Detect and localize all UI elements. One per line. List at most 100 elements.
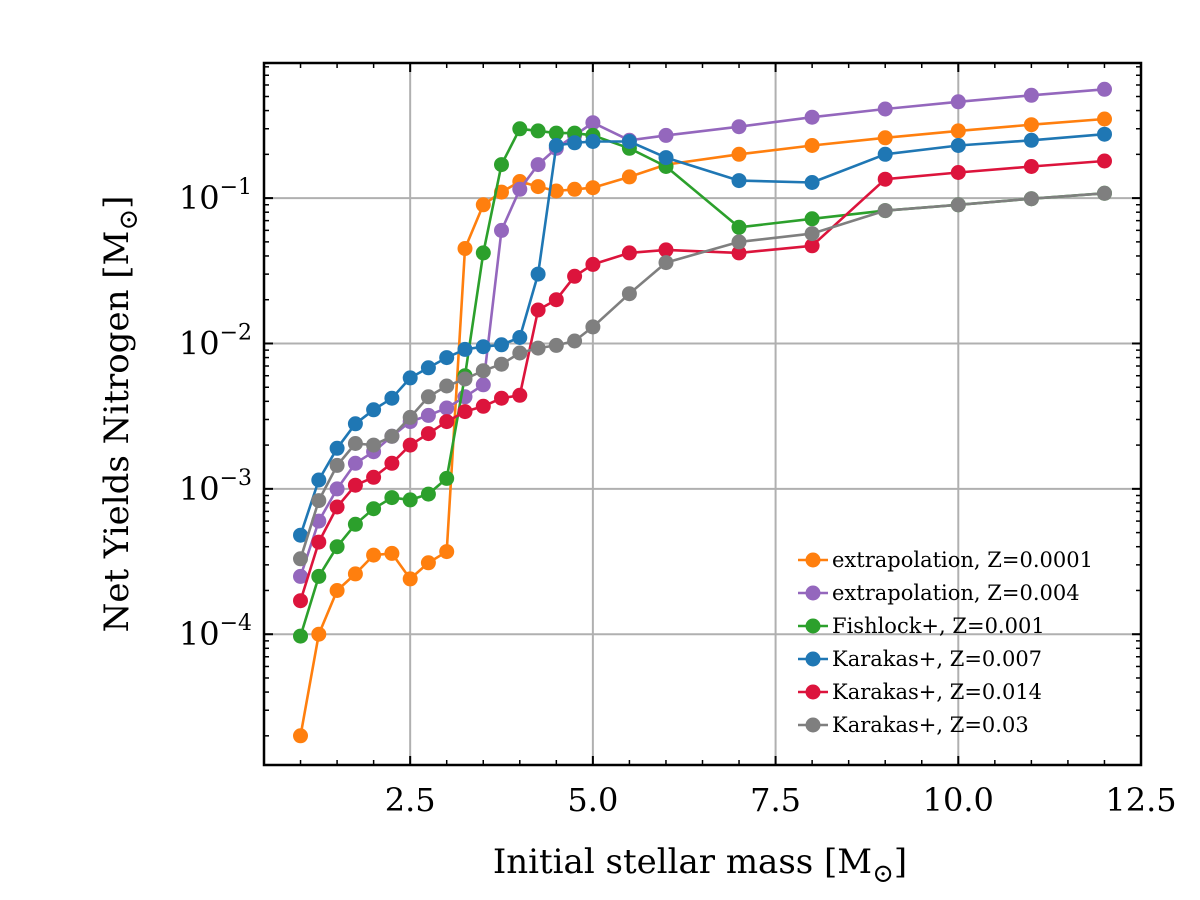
series-4-point-11 [494, 390, 509, 406]
series-5-point-21 [877, 203, 893, 219]
series-5-point-5 [384, 428, 400, 444]
y-tick-label-0: 10−4 [179, 611, 252, 653]
series-2-point-4 [366, 501, 382, 517]
series-5-point-13 [530, 340, 546, 356]
series-0-point-9 [457, 241, 473, 256]
series-3-point-22 [950, 138, 966, 153]
series-5-point-1 [311, 493, 327, 509]
series-4-point-9 [457, 404, 473, 420]
series-0-point-15 [567, 181, 583, 197]
series-5-point-16 [585, 319, 601, 335]
series-3-point-15 [567, 135, 583, 151]
y-tick-label-2: 10−2 [179, 320, 252, 362]
series-5-point-9 [457, 371, 473, 387]
series-4-point-16 [585, 256, 601, 272]
legend-label-2: Fishlock+, Z=0.001 [832, 614, 1045, 638]
series-4-point-13 [530, 302, 546, 318]
series-4-point-24 [1097, 153, 1112, 169]
series-0-point-3 [347, 566, 363, 582]
series-4-point-4 [366, 469, 382, 485]
y-axis-title-main: Net Yields Nitrogen [M [97, 231, 137, 633]
series-0-point-10 [475, 197, 491, 213]
y-axis-title-subscript: ⊙ [114, 209, 144, 231]
series-5-point-23 [1023, 191, 1039, 207]
series-3-point-14 [548, 138, 564, 153]
series-0-point-6 [402, 571, 418, 587]
legend-label-3: Karakas+, Z=0.007 [832, 647, 1042, 671]
series-0-point-20 [804, 138, 820, 153]
legend-label-1: extrapolation, Z=0.004 [832, 581, 1080, 605]
series-0-point-17 [621, 169, 637, 185]
series-5-point-22 [950, 197, 966, 213]
y-tick-label-base-0: 10 [179, 615, 220, 653]
series-0-point-13 [530, 179, 546, 195]
series-0-point-7 [420, 555, 436, 571]
series-2-point-12 [512, 121, 528, 137]
y-tick-label-exp-1: −3 [220, 466, 252, 491]
y-tick-label-exp-2: −2 [220, 320, 252, 345]
series-5-point-2 [329, 457, 345, 473]
series-5-point-15 [567, 333, 583, 349]
series-2-point-5 [384, 490, 400, 506]
series-4-point-2 [329, 499, 345, 515]
legend-marker-0 [805, 552, 821, 568]
series-1-point-22 [950, 94, 966, 110]
series-5-point-0 [293, 551, 308, 567]
series-4-point-10 [475, 398, 491, 414]
legend-marker-5 [805, 717, 821, 733]
series-0-point-5 [384, 545, 400, 561]
series-5-point-7 [420, 389, 436, 405]
series-1-point-21 [877, 101, 893, 117]
series-0-point-24 [1097, 111, 1112, 127]
series-3-point-20 [804, 175, 820, 190]
x-tick-label-2: 7.5 [750, 781, 801, 819]
series-0-point-1 [311, 626, 327, 642]
series-3-point-8 [439, 350, 455, 366]
y-tick-label-base-1: 10 [179, 470, 220, 508]
series-5-point-12 [512, 345, 528, 361]
series-0-point-4 [366, 547, 382, 563]
series-3-point-17 [621, 134, 637, 149]
series-1-point-3 [347, 455, 363, 471]
series-3-point-10 [475, 339, 491, 355]
series-3-point-23 [1023, 132, 1039, 148]
series-1-point-12 [512, 181, 528, 197]
series-4-point-1 [311, 534, 327, 550]
series-5-point-8 [439, 378, 455, 394]
x-axis-title-end: ] [894, 842, 907, 882]
series-1-point-8 [439, 400, 455, 416]
y-tick-label-exp-3: −1 [220, 175, 252, 200]
y-tick-label-base-2: 10 [179, 324, 220, 362]
series-3-point-6 [402, 370, 418, 386]
series-4-point-5 [384, 455, 400, 471]
series-3-point-21 [877, 146, 893, 162]
legend-label-4: Karakas+, Z=0.014 [832, 680, 1042, 704]
series-3-point-7 [420, 360, 436, 376]
series-0-point-0 [293, 728, 308, 744]
series-2-point-19 [731, 219, 747, 235]
legend-marker-3 [805, 651, 821, 667]
series-2-point-13 [530, 123, 546, 139]
series-4-point-17 [621, 245, 637, 261]
series-0-point-14 [548, 183, 564, 199]
series-4-point-14 [548, 292, 564, 308]
series-3-point-4 [366, 402, 382, 418]
series-4-point-8 [439, 414, 455, 430]
series-4-point-18 [658, 242, 674, 258]
series-3-point-12 [512, 330, 528, 345]
y-tick-label-exp-0: −4 [220, 611, 252, 636]
series-3-point-19 [731, 173, 747, 189]
series-4-point-23 [1023, 159, 1039, 174]
series-2-point-6 [402, 492, 418, 508]
legend: extrapolation, Z=0.0001 extrapolation, Z=… [798, 548, 1093, 737]
series-5-point-14 [548, 337, 564, 353]
series-3-point-9 [457, 341, 473, 357]
series-3-point-2 [329, 440, 345, 456]
series-layer [293, 81, 1112, 744]
legend-marker-4 [805, 684, 821, 700]
series-4-point-21 [877, 171, 893, 187]
series-1-point-11 [494, 222, 509, 238]
series-3-point-5 [384, 390, 400, 406]
x-tick-label-3: 10.0 [923, 781, 994, 819]
